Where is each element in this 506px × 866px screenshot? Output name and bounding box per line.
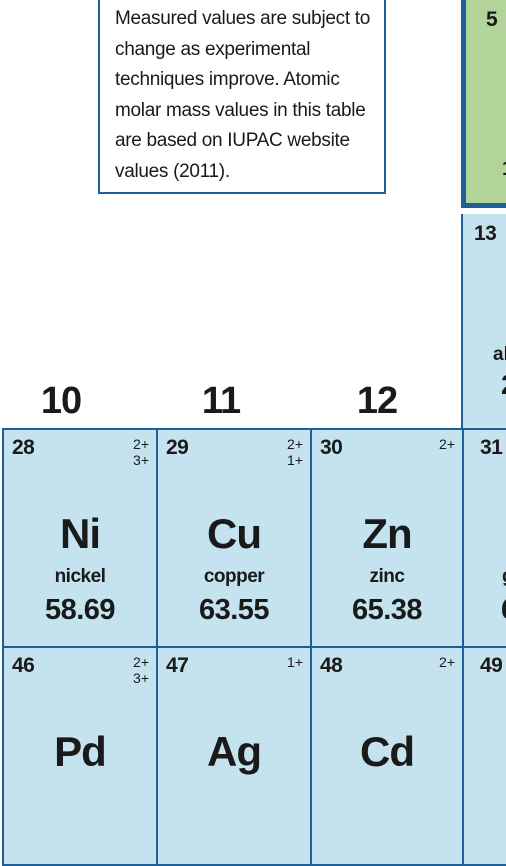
oxidation-state: 1+ <box>287 654 303 670</box>
element-symbol: Ag <box>207 728 262 775</box>
element-mass-fragment: 6 <box>501 594 506 627</box>
note-box: Measured values are subject to change as… <box>98 0 386 194</box>
atomic-mass: 65.38 <box>351 594 423 626</box>
oxidation-state: 2+ <box>133 654 149 670</box>
oxidation-state: 2+ <box>439 654 455 670</box>
atomic-number: 46 <box>12 654 35 677</box>
oxidation-state: 2+ <box>287 436 303 452</box>
atomic-number: 49 <box>480 654 503 677</box>
element-cell-cadmium[interactable]: 48 2+ Cd <box>310 646 464 866</box>
atomic-number: 5 <box>486 8 498 31</box>
element-cell-zinc[interactable]: 30 2+ Zn zinc 65.38 <box>310 428 464 648</box>
atomic-number: 13 <box>474 222 497 245</box>
element-fragment: 1 <box>502 158 506 181</box>
oxidation-states: 1+ <box>287 654 303 670</box>
element-cell-palladium[interactable]: 46 2+ 3+ Pd <box>2 646 158 866</box>
atomic-number: 48 <box>320 654 343 677</box>
oxidation-state: 2+ <box>133 436 149 452</box>
element-mass-fragment: 2 <box>501 369 506 401</box>
oxidation-state: 1+ <box>287 452 303 468</box>
atomic-number: 28 <box>12 436 35 459</box>
oxidation-states: 2+ 3+ <box>133 436 149 468</box>
element-cell-copper[interactable]: 29 2+ 1+ Cu copper 63.55 <box>156 428 312 648</box>
oxidation-states: 2+ <box>439 436 455 452</box>
element-cell-silver[interactable]: 47 1+ Ag <box>156 646 312 866</box>
atomic-number: 29 <box>166 436 189 459</box>
element-symbol: Cd <box>360 728 415 775</box>
oxidation-states: 2+ <box>439 654 455 670</box>
element-name-fragment: g <box>502 566 506 588</box>
note-text: Measured values are subject to change as… <box>115 8 371 182</box>
oxidation-states: 2+ 3+ <box>133 654 149 686</box>
group-number-10: 10 <box>40 380 82 422</box>
atomic-mass: 58.69 <box>44 594 116 626</box>
oxidation-states: 2+ 1+ <box>287 436 303 468</box>
element-symbol: Pd <box>54 728 107 775</box>
element-name-fragment: al <box>493 344 506 365</box>
group-number-12: 12 <box>356 380 398 422</box>
atomic-number: 30 <box>320 436 343 459</box>
oxidation-state: 2+ <box>439 436 455 452</box>
atomic-number: 47 <box>166 654 189 677</box>
element-symbol: Cu <box>207 510 262 557</box>
element-name: copper <box>203 566 265 587</box>
element-cell-boron-partial[interactable]: 5 1 <box>461 0 506 208</box>
element-symbol: Zn <box>362 510 412 557</box>
element-symbol: Ni <box>60 510 101 557</box>
group-number-11: 11 <box>201 380 241 422</box>
atomic-number: 31 <box>480 436 503 459</box>
oxidation-state: 3+ <box>133 670 149 686</box>
element-name: zinc <box>369 566 405 587</box>
atomic-mass: 63.55 <box>198 594 270 626</box>
element-cell-indium-partial[interactable]: 49 <box>462 646 506 866</box>
oxidation-state: 3+ <box>133 452 149 468</box>
element-cell-aluminium-partial[interactable]: 13 al 2 <box>461 214 506 430</box>
element-cell-gallium-partial[interactable]: 31 g 6 <box>462 428 506 648</box>
element-name: nickel <box>54 566 106 587</box>
element-cell-nickel[interactable]: 28 2+ 3+ Ni nickel 58.69 <box>2 428 158 648</box>
